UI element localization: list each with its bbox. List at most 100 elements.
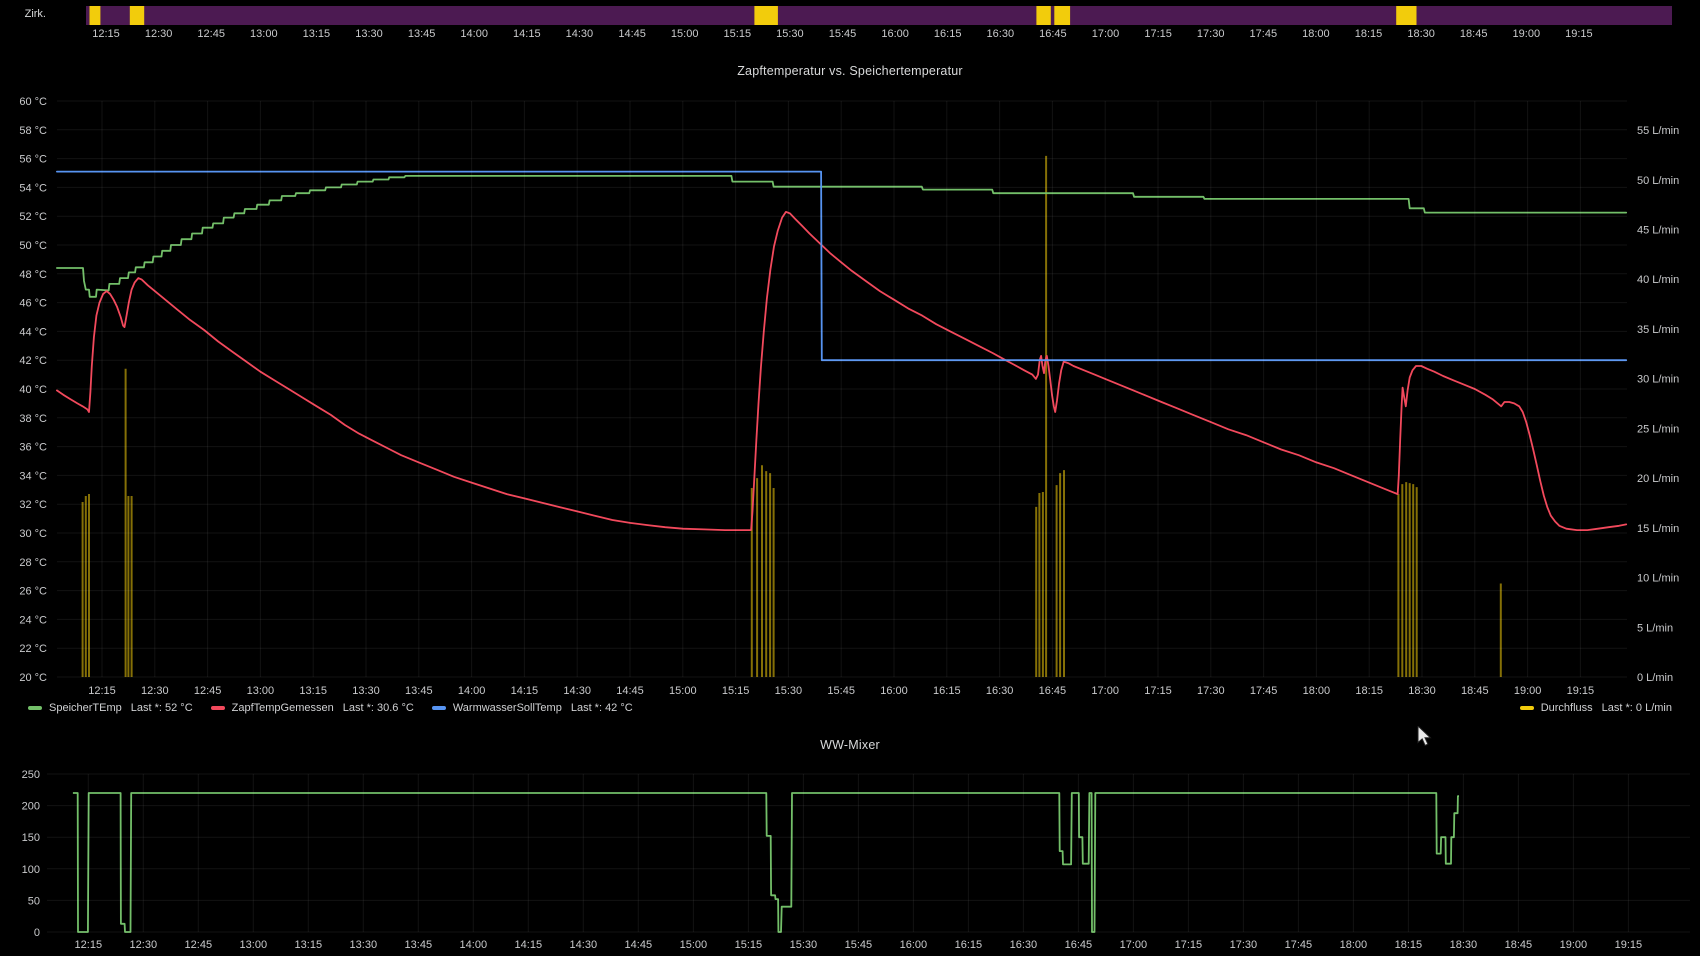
main-time-axis-tick: 18:00: [1303, 685, 1331, 697]
mixer-time-axis-tick: 14:45: [625, 939, 653, 951]
main-left-axis-tick: 24 °C: [19, 614, 47, 626]
zirk-axis-tick: 12:45: [197, 28, 225, 40]
zirk-state-timeline[interactable]: 12:1512:3012:4513:0013:1513:3013:4514:00…: [86, 6, 1672, 40]
mixer-left-axis-tick: 100: [22, 864, 40, 876]
main-time-axis-tick: 18:15: [1355, 685, 1383, 697]
mixer-time-axis-tick: 16:30: [1010, 939, 1038, 951]
mixer-grid: [47, 774, 1690, 932]
main-right-axis-tick: 30 L/min: [1637, 374, 1679, 386]
main-left-axis-tick: 32 °C: [19, 499, 47, 511]
legend-item-warmwassersolltemp[interactable]: WarmwasserSollTempLast *: 42 °C: [432, 702, 633, 714]
zirk-axis-tick: 15:45: [829, 28, 857, 40]
main-left-axis-tick: 28 °C: [19, 557, 47, 569]
zirk-axis-tick: 14:45: [618, 28, 646, 40]
main-left-axis-tick: 36 °C: [19, 442, 47, 454]
mixer-time-axis-tick: 17:15: [1175, 939, 1203, 951]
mixer-left-axis-tick: 250: [22, 769, 40, 781]
zirk-off-track: [86, 6, 1672, 25]
legend-item-speichertemp[interactable]: SpeicherTEmpLast *: 52 °C: [28, 702, 193, 714]
main-chart-title[interactable]: Zapftemperatur vs. Speichertemperatur: [0, 64, 1700, 78]
main-right-axis-tick: 40 L/min: [1637, 274, 1679, 286]
main-time-axis-tick: 14:30: [563, 685, 591, 697]
zirk-axis-tick: 14:15: [513, 28, 541, 40]
main-time-axis-tick: 18:30: [1408, 685, 1436, 697]
zirk-on-segment: [754, 6, 778, 25]
zirk-axis-tick: 16:00: [881, 28, 909, 40]
mixer-time-axis-tick: 19:15: [1615, 939, 1643, 951]
main-time-axis-tick: 17:00: [1091, 685, 1119, 697]
zirk-axis-tick: 18:45: [1460, 28, 1488, 40]
main-left-axis-tick: 42 °C: [19, 355, 47, 367]
mixer-left-axis-tick: 0: [34, 927, 40, 939]
mixer-time-axis-tick: 17:00: [1120, 939, 1148, 951]
mixer-time-axis-tick: 13:00: [240, 939, 268, 951]
mixer-time-axis-tick: 14:30: [570, 939, 598, 951]
zirk-axis-tick: 17:15: [1144, 28, 1172, 40]
mixer-left-axis-tick: 50: [28, 895, 40, 907]
zirk-axis-tick: 17:00: [1092, 28, 1120, 40]
mixer-time-axis-tick: 18:15: [1395, 939, 1423, 951]
mixer-chart-title[interactable]: WW-Mixer: [0, 738, 1700, 752]
mixer-time-axis-tick: 18:00: [1340, 939, 1368, 951]
main-time-axis-tick: 19:15: [1567, 685, 1595, 697]
main-grid: [57, 101, 1627, 677]
main-time-axis-tick: 12:15: [88, 685, 116, 697]
legend-item-zapftempgemessen[interactable]: ZapfTempGemessen Last *: 30.6 °C: [211, 702, 414, 714]
main-right-axis-tick: 50 L/min: [1637, 175, 1679, 187]
main-left-axis-tick: 48 °C: [19, 269, 47, 281]
zirk-on-segment: [1396, 6, 1416, 25]
zirk-axis-tick: 13:45: [408, 28, 436, 40]
legend-color-dash: [432, 706, 446, 710]
main-left-axis-tick: 26 °C: [19, 586, 47, 598]
main-left-axis-tick: 38 °C: [19, 413, 47, 425]
main-left-axis-tick: 44 °C: [19, 326, 47, 338]
zirk-axis-tick: 19:00: [1513, 28, 1541, 40]
zirk-axis-tick: 14:00: [460, 28, 488, 40]
series-durchfluss-bars: [83, 156, 1501, 677]
main-time-axis-tick: 15:00: [669, 685, 697, 697]
main-left-axis-tick: 54 °C: [19, 182, 47, 194]
main-left-axis-tick: 20 °C: [19, 672, 47, 684]
zirk-axis-tick: 17:45: [1250, 28, 1278, 40]
main-right-axis-tick: 15 L/min: [1637, 523, 1679, 535]
zirk-on-segment: [1054, 6, 1070, 25]
legend-last-value: Last *: 30.6 °C: [343, 702, 414, 714]
grafana-dashboard: Zirk. 12:1512:3012:4513:0013:1513:3013:4…: [0, 0, 1700, 956]
main-time-axis-tick: 15:30: [775, 685, 803, 697]
mixer-time-axis-tick: 16:00: [900, 939, 928, 951]
mixer-time-axis-tick: 17:45: [1285, 939, 1313, 951]
legend-color-dash: [28, 706, 42, 710]
zirk-axis-tick: 12:30: [145, 28, 173, 40]
mixer-time-axis-tick: 15:00: [680, 939, 708, 951]
main-time-axis-tick: 18:45: [1461, 685, 1489, 697]
legend-series-name: ZapfTempGemessen: [232, 702, 334, 714]
mouse-cursor: [1417, 726, 1433, 753]
main-left-axis-tick: 30 °C: [19, 528, 47, 540]
mixer-time-axis-tick: 13:30: [350, 939, 378, 951]
zirk-axis-tick: 15:15: [724, 28, 752, 40]
main-time-axis-tick: 16:45: [1039, 685, 1067, 697]
main-left-axis-tick: 58 °C: [19, 125, 47, 137]
mixer-time-axis-tick: 18:45: [1505, 939, 1533, 951]
legend-item-durchfluss[interactable]: DurchflussLast *: 0 L/min: [1520, 702, 1672, 714]
main-left-axis-tick: 22 °C: [19, 643, 47, 655]
zirk-axis-tick: 15:30: [776, 28, 804, 40]
zirk-axis-tick: 13:15: [303, 28, 331, 40]
zirk-axis-tick: 15:00: [671, 28, 699, 40]
legend-series-name: WarmwasserSollTemp: [453, 702, 562, 714]
main-right-axis-tick: 20 L/min: [1637, 473, 1679, 485]
zirk-on-segment: [1036, 6, 1050, 25]
mixer-time-axis-tick: 16:45: [1065, 939, 1093, 951]
main-right-axis-tick: 5 L/min: [1637, 622, 1673, 634]
charts-canvas[interactable]: 12:15 12:30 12:45 13:00 13:15 13:30 13:45 14:00…: [0, 0, 1700, 956]
main-right-axis-tick: 35 L/min: [1637, 324, 1679, 336]
legend-color-dash: [211, 706, 225, 710]
main-chart-panel[interactable]: 60 °C58 °C56 °C54 °C52 °C50 °C48 °C46 °C…: [19, 96, 1679, 697]
mixer-time-axis-tick: 13:15: [295, 939, 323, 951]
main-time-axis-tick: 13:15: [299, 685, 327, 697]
main-time-axis-tick: 16:30: [986, 685, 1014, 697]
main-time-axis-tick: 13:30: [352, 685, 380, 697]
main-left-axis-tick: 50 °C: [19, 240, 47, 252]
main-left-axis-tick: 34 °C: [19, 470, 47, 482]
mixer-chart-panel[interactable]: 25020015010050012:1512:3012:4513:0013:15…: [22, 769, 1643, 951]
